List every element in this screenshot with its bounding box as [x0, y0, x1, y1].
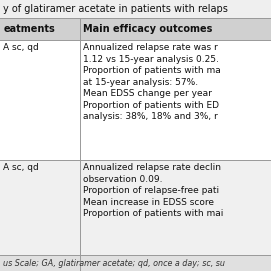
Text: eatments: eatments — [3, 24, 55, 34]
Bar — [0, 160, 271, 255]
Text: A sc, qd: A sc, qd — [3, 163, 39, 172]
Text: A sc, qd: A sc, qd — [3, 43, 39, 52]
Bar — [0, 0, 271, 18]
Text: Annualized relapse rate declin
observation 0.09.
Proportion of relapse-free pati: Annualized relapse rate declin observati… — [83, 163, 224, 218]
Text: y of glatiramer acetate in patients with relaps: y of glatiramer acetate in patients with… — [3, 4, 228, 14]
Text: us Scale; GA, glatiramer acetate; qd, once a day; sc, su: us Scale; GA, glatiramer acetate; qd, on… — [3, 259, 225, 267]
Bar — [0, 18, 271, 40]
Bar — [0, 255, 271, 271]
Text: Main efficacy outcomes: Main efficacy outcomes — [83, 24, 212, 34]
Bar — [0, 40, 271, 160]
Text: Annualized relapse rate was r
1.12 vs 15-year analysis 0.25.
Proportion of patie: Annualized relapse rate was r 1.12 vs 15… — [83, 43, 221, 121]
